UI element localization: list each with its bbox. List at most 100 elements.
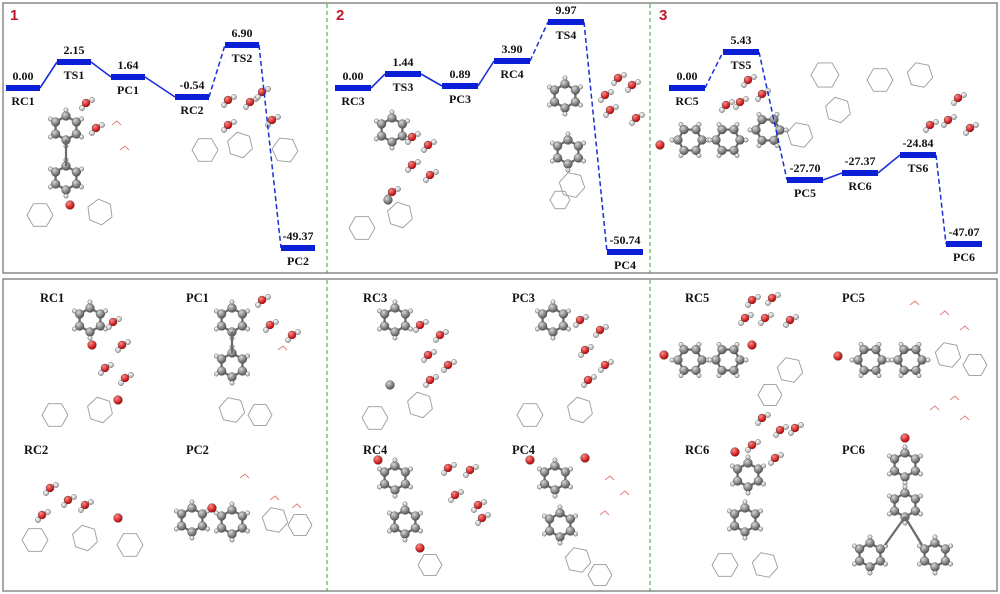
molecule-bottom-pc3 — [516, 299, 614, 427]
structure-label-rc4: RC4 — [363, 443, 388, 457]
level-label-ts4: TS4 — [556, 28, 577, 42]
energy-value-ts3: 1.44 — [393, 55, 414, 69]
energy-value-rc4: 3.90 — [502, 42, 523, 56]
connector-rc3-ts3 — [370, 73, 386, 89]
level-bar-ts5 — [723, 49, 759, 55]
structure-label-pc3: PC3 — [512, 291, 535, 305]
energy-value-pc2: -49.37 — [283, 229, 314, 243]
connector-rc5-ts5 — [704, 51, 724, 89]
level-bar-pc6 — [946, 241, 982, 247]
structure-label-rc3: RC3 — [363, 291, 387, 305]
level-label-ts1: TS1 — [64, 68, 85, 82]
molecule-structures — [21, 62, 988, 586]
level-label-ts3: TS3 — [393, 80, 414, 94]
level-bar-ts2 — [225, 42, 259, 48]
level-bar-pc4 — [607, 249, 643, 255]
level-bar-rc1 — [6, 85, 40, 91]
connector-pc1-rc2 — [144, 76, 176, 98]
energy-panel-2: 2 0.00 RC3 1.44 TS3 0.89 PC3 3.90 RC4 9.97 TS4 -50.… — [335, 3, 643, 272]
level-label-pc2: PC2 — [287, 254, 309, 268]
panel-number-1: 1 — [10, 7, 18, 24]
energy-value-ts6: -24.84 — [903, 136, 934, 150]
energy-value-rc5: 0.00 — [677, 69, 698, 83]
energy-value-rc1: 0.00 — [13, 69, 34, 83]
level-label-pc1: PC1 — [117, 83, 139, 97]
structure-label-pc5: PC5 — [842, 291, 865, 305]
level-bar-rc6 — [842, 170, 878, 176]
level-bar-rc2 — [175, 94, 209, 100]
level-label-pc5: PC5 — [794, 186, 816, 200]
level-label-ts2: TS2 — [232, 51, 253, 65]
panel-number-3: 3 — [659, 7, 667, 24]
energy-value-pc6: -47.07 — [949, 225, 980, 239]
level-bar-rc3 — [335, 85, 371, 91]
energy-value-pc4: -50.74 — [610, 233, 641, 247]
level-bar-ts1 — [57, 59, 91, 65]
level-label-pc3: PC3 — [449, 92, 471, 106]
molecule-top-panel1 — [26, 86, 299, 227]
connector-pc3-rc4 — [477, 60, 495, 87]
molecule-bottom-rc4 — [373, 455, 491, 576]
level-bar-pc1 — [111, 74, 145, 80]
level-label-pc6: PC6 — [953, 250, 975, 264]
energy-value-pc5: -27.70 — [790, 161, 821, 175]
structure-labels: RC1 PC1 RC2 PC2 RC3 PC3 RC4 PC4 RC5 PC5 … — [24, 291, 865, 457]
molecule-bottom-rc2 — [21, 482, 144, 557]
connector-pc5-rc6 — [822, 172, 843, 181]
level-bar-ts4 — [548, 19, 584, 25]
energy-value-rc2: -0.54 — [180, 78, 205, 92]
structure-label-rc5: RC5 — [685, 291, 709, 305]
molecule-bottom-rc1 — [41, 299, 134, 427]
molecule-bottom-rc5 — [659, 292, 804, 406]
level-label-pc4: PC4 — [614, 258, 636, 272]
level-bar-pc5 — [787, 177, 823, 183]
molecule-bottom-rc6 — [711, 412, 804, 578]
top-frame — [2, 2, 998, 274]
level-bar-pc3 — [442, 83, 478, 89]
energy-diagrams: 1 0.00 RC1 2.15 TS1 1.64 PC1 -0.54 RC2 6.90 TS2 -49… — [6, 3, 982, 272]
level-bar-pc2 — [281, 245, 315, 251]
structure-label-pc6: PC6 — [842, 443, 865, 457]
connector-ts2-pc2 — [258, 44, 282, 249]
connector-ts6-pc6 — [935, 154, 947, 245]
connector-ts5-pc5 — [758, 51, 788, 181]
energy-value-pc1: 1.64 — [118, 58, 139, 72]
energy-value-ts4: 9.97 — [556, 3, 577, 17]
structure-label-pc4: PC4 — [512, 443, 536, 457]
energy-value-ts2: 6.90 — [232, 26, 253, 40]
molecule-top-panel2 — [348, 72, 645, 240]
molecule-top-panel3 — [655, 62, 979, 158]
molecule-bottom-pc1 — [214, 294, 301, 426]
structure-label-rc1: RC1 — [40, 291, 64, 305]
connector-rc4-ts4 — [529, 21, 549, 62]
connector-ts1-pc1 — [90, 61, 112, 78]
connector-ts4-pc4 — [583, 21, 608, 253]
energy-panel-3: 3 0.00 RC5 5.43 TS5 -27.70 PC5 -27.37 RC6 -24.84 T… — [659, 7, 982, 264]
level-label-rc2: RC2 — [180, 103, 203, 117]
connector-rc2-ts2 — [208, 44, 226, 98]
energy-value-ts5: 5.43 — [731, 33, 752, 47]
connector-rc6-ts6 — [877, 154, 901, 174]
level-label-rc5: RC5 — [675, 94, 698, 108]
structure-label-pc2: PC2 — [186, 443, 209, 457]
energy-value-pc3: 0.89 — [450, 67, 471, 81]
level-label-rc3: RC3 — [341, 94, 364, 108]
structure-label-rc2: RC2 — [24, 443, 48, 457]
molecule-bottom-pc4 — [525, 453, 630, 586]
level-label-ts6: TS6 — [908, 161, 929, 175]
level-bar-rc5 — [669, 85, 705, 91]
molecule-bottom-pc2 — [174, 473, 313, 543]
energy-value-rc3: 0.00 — [343, 69, 364, 83]
level-label-rc1: RC1 — [11, 94, 34, 108]
level-label-ts5: TS5 — [731, 58, 752, 72]
structure-label-pc1: PC1 — [186, 291, 209, 305]
structure-label-rc6: RC6 — [685, 443, 709, 457]
energy-panel-1: 1 0.00 RC1 2.15 TS1 1.64 PC1 -0.54 RC2 6.90 TS2 -49… — [6, 7, 315, 268]
level-bar-rc4 — [494, 58, 530, 64]
panel-number-2: 2 — [336, 7, 344, 24]
energy-value-rc6: -27.37 — [845, 154, 876, 168]
molecule-bottom-pc6 — [852, 395, 970, 576]
level-label-rc6: RC6 — [848, 179, 871, 193]
level-bar-ts3 — [385, 71, 421, 77]
